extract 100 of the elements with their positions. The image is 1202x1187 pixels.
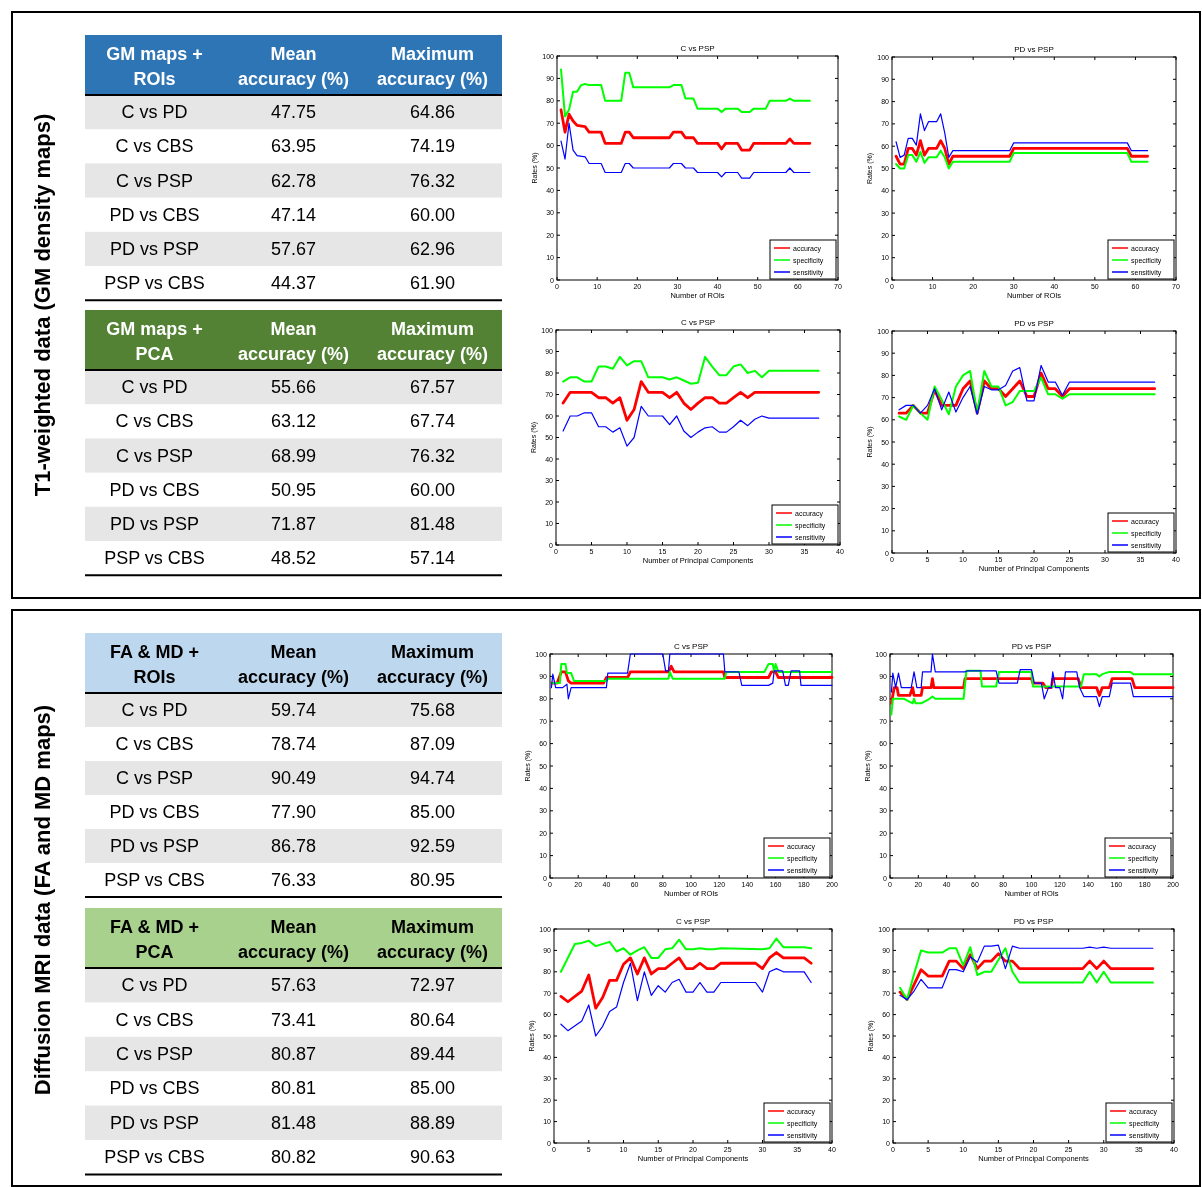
category-label: C vs PSP xyxy=(115,170,194,191)
data-label: 88.89 xyxy=(409,1112,456,1133)
data-label: 89.44 xyxy=(409,1044,456,1064)
data-label: 63.12 xyxy=(270,411,317,432)
category-label: C vs PD xyxy=(121,700,188,720)
data-label: 57.67 xyxy=(270,238,317,259)
data-label: 74.19 xyxy=(409,136,456,157)
data-label: 47.75 xyxy=(270,102,317,123)
data-label: 90.63 xyxy=(409,1147,456,1168)
chart-title: PD vs PSP xyxy=(1011,642,1052,651)
line-series xyxy=(559,108,812,152)
series-label: Mean accuracy (%) xyxy=(237,641,350,687)
text: Diffusion MRI data (FA and MD maps) xyxy=(30,704,55,1096)
data-label: 80.95 xyxy=(409,870,456,890)
category-label: C vs PSP xyxy=(115,445,194,466)
category-label: PSP vs CBS xyxy=(104,548,205,569)
category-label: PD vs CBS xyxy=(109,479,200,500)
data-label: 72.97 xyxy=(409,975,456,996)
line-series xyxy=(560,122,811,179)
data-label: 80.64 xyxy=(409,1009,456,1030)
data-label: 80.81 xyxy=(270,1078,317,1099)
line-series xyxy=(559,951,813,1010)
data-label: 78.74 xyxy=(270,734,317,754)
category-label: C vs CBS xyxy=(115,411,194,432)
text: Maximum accuracy (%) xyxy=(376,318,489,364)
category-label: C vs PSP xyxy=(115,768,194,788)
line-series xyxy=(561,380,821,422)
category-label: PSP vs CBS xyxy=(104,273,205,294)
line-series xyxy=(895,149,1149,170)
category-label: PD vs PSP xyxy=(109,238,200,259)
category-label: C vs PD xyxy=(121,102,188,123)
data-label: 73.41 xyxy=(270,1009,317,1030)
data-label: 64.86 xyxy=(409,102,456,123)
data-label: 50.95 xyxy=(270,479,317,500)
data-label: 67.74 xyxy=(409,411,456,432)
chart-title: PD vs PSP xyxy=(1013,917,1054,926)
category-label: PD vs PSP xyxy=(109,836,200,856)
line-series xyxy=(890,669,1174,716)
data-label: 47.14 xyxy=(270,204,317,225)
data-label: 59.74 xyxy=(270,700,317,720)
data-label: 75.68 xyxy=(409,700,456,720)
line-series xyxy=(562,355,820,385)
chart-title: C vs PSP xyxy=(675,917,711,926)
series-label: Mean accuracy (%) xyxy=(237,916,350,962)
line-series xyxy=(895,113,1149,158)
data-label: 90.49 xyxy=(270,768,317,788)
data-label: 44.37 xyxy=(270,273,317,294)
data-label: 80.87 xyxy=(270,1044,317,1064)
line-series xyxy=(898,369,1156,421)
text: GM maps + PCA xyxy=(106,318,203,364)
line-series xyxy=(559,937,813,973)
data-label: 80.82 xyxy=(270,1147,317,1168)
series-label: Mean accuracy (%) xyxy=(237,318,350,364)
data-label: 67.57 xyxy=(409,377,456,398)
chart-title: C vs PSP xyxy=(673,642,709,651)
data-label: 94.74 xyxy=(409,768,456,788)
data-label: 55.66 xyxy=(270,377,317,398)
text: FA & MD + ROIs xyxy=(110,641,199,687)
category-label: PSP vs CBS xyxy=(104,870,205,890)
data-label: 76.32 xyxy=(409,445,456,466)
line-series xyxy=(890,653,1174,708)
text: Maximum accuracy (%) xyxy=(376,641,489,687)
chart-title: PD vs PSP xyxy=(1014,319,1054,328)
category-label: PD vs PSP xyxy=(109,513,200,534)
data-label: 71.87 xyxy=(270,513,317,534)
category-label: C vs CBS xyxy=(115,1009,194,1030)
text: Maximum accuracy (%) xyxy=(376,916,489,962)
line-series xyxy=(894,139,1149,166)
data-label: 57.14 xyxy=(409,548,456,569)
text: FA & MD + PCA xyxy=(110,916,199,962)
category-label: PD vs PSP xyxy=(109,1112,200,1133)
data-label: 62.96 xyxy=(409,238,456,259)
category-label: PD vs CBS xyxy=(109,204,200,225)
line-series xyxy=(562,405,820,447)
category-label: C vs PD xyxy=(121,377,188,398)
category-label: C vs CBS xyxy=(115,734,194,754)
data-label: 85.00 xyxy=(409,802,456,822)
data-label: 60.00 xyxy=(409,204,456,225)
category-label: PD vs CBS xyxy=(109,802,200,822)
data-label: 76.33 xyxy=(270,870,317,890)
data-label: 63.95 xyxy=(270,136,317,157)
category-label: PD vs CBS xyxy=(109,1078,200,1099)
data-label: 68.99 xyxy=(270,445,317,466)
category-label: C vs PSP xyxy=(115,1044,194,1064)
data-label: 62.78 xyxy=(270,170,317,191)
data-label: 86.78 xyxy=(270,836,317,856)
data-label: 60.00 xyxy=(409,479,456,500)
line-series xyxy=(560,68,811,118)
data-label: 92.59 xyxy=(409,836,456,856)
data-label: 57.63 xyxy=(270,975,317,996)
chart-title: C vs PSP xyxy=(680,44,715,53)
data-label: 87.09 xyxy=(409,734,456,754)
line-series xyxy=(560,962,812,1037)
line-series xyxy=(550,653,833,700)
data-label: 76.32 xyxy=(409,170,456,191)
category-label: PSP vs CBS xyxy=(104,1147,205,1168)
text: GM maps + ROIs xyxy=(106,43,203,89)
category-label: C vs PD xyxy=(121,975,188,996)
text: Maximum accuracy (%) xyxy=(376,43,489,89)
data-label: 81.48 xyxy=(270,1112,317,1133)
